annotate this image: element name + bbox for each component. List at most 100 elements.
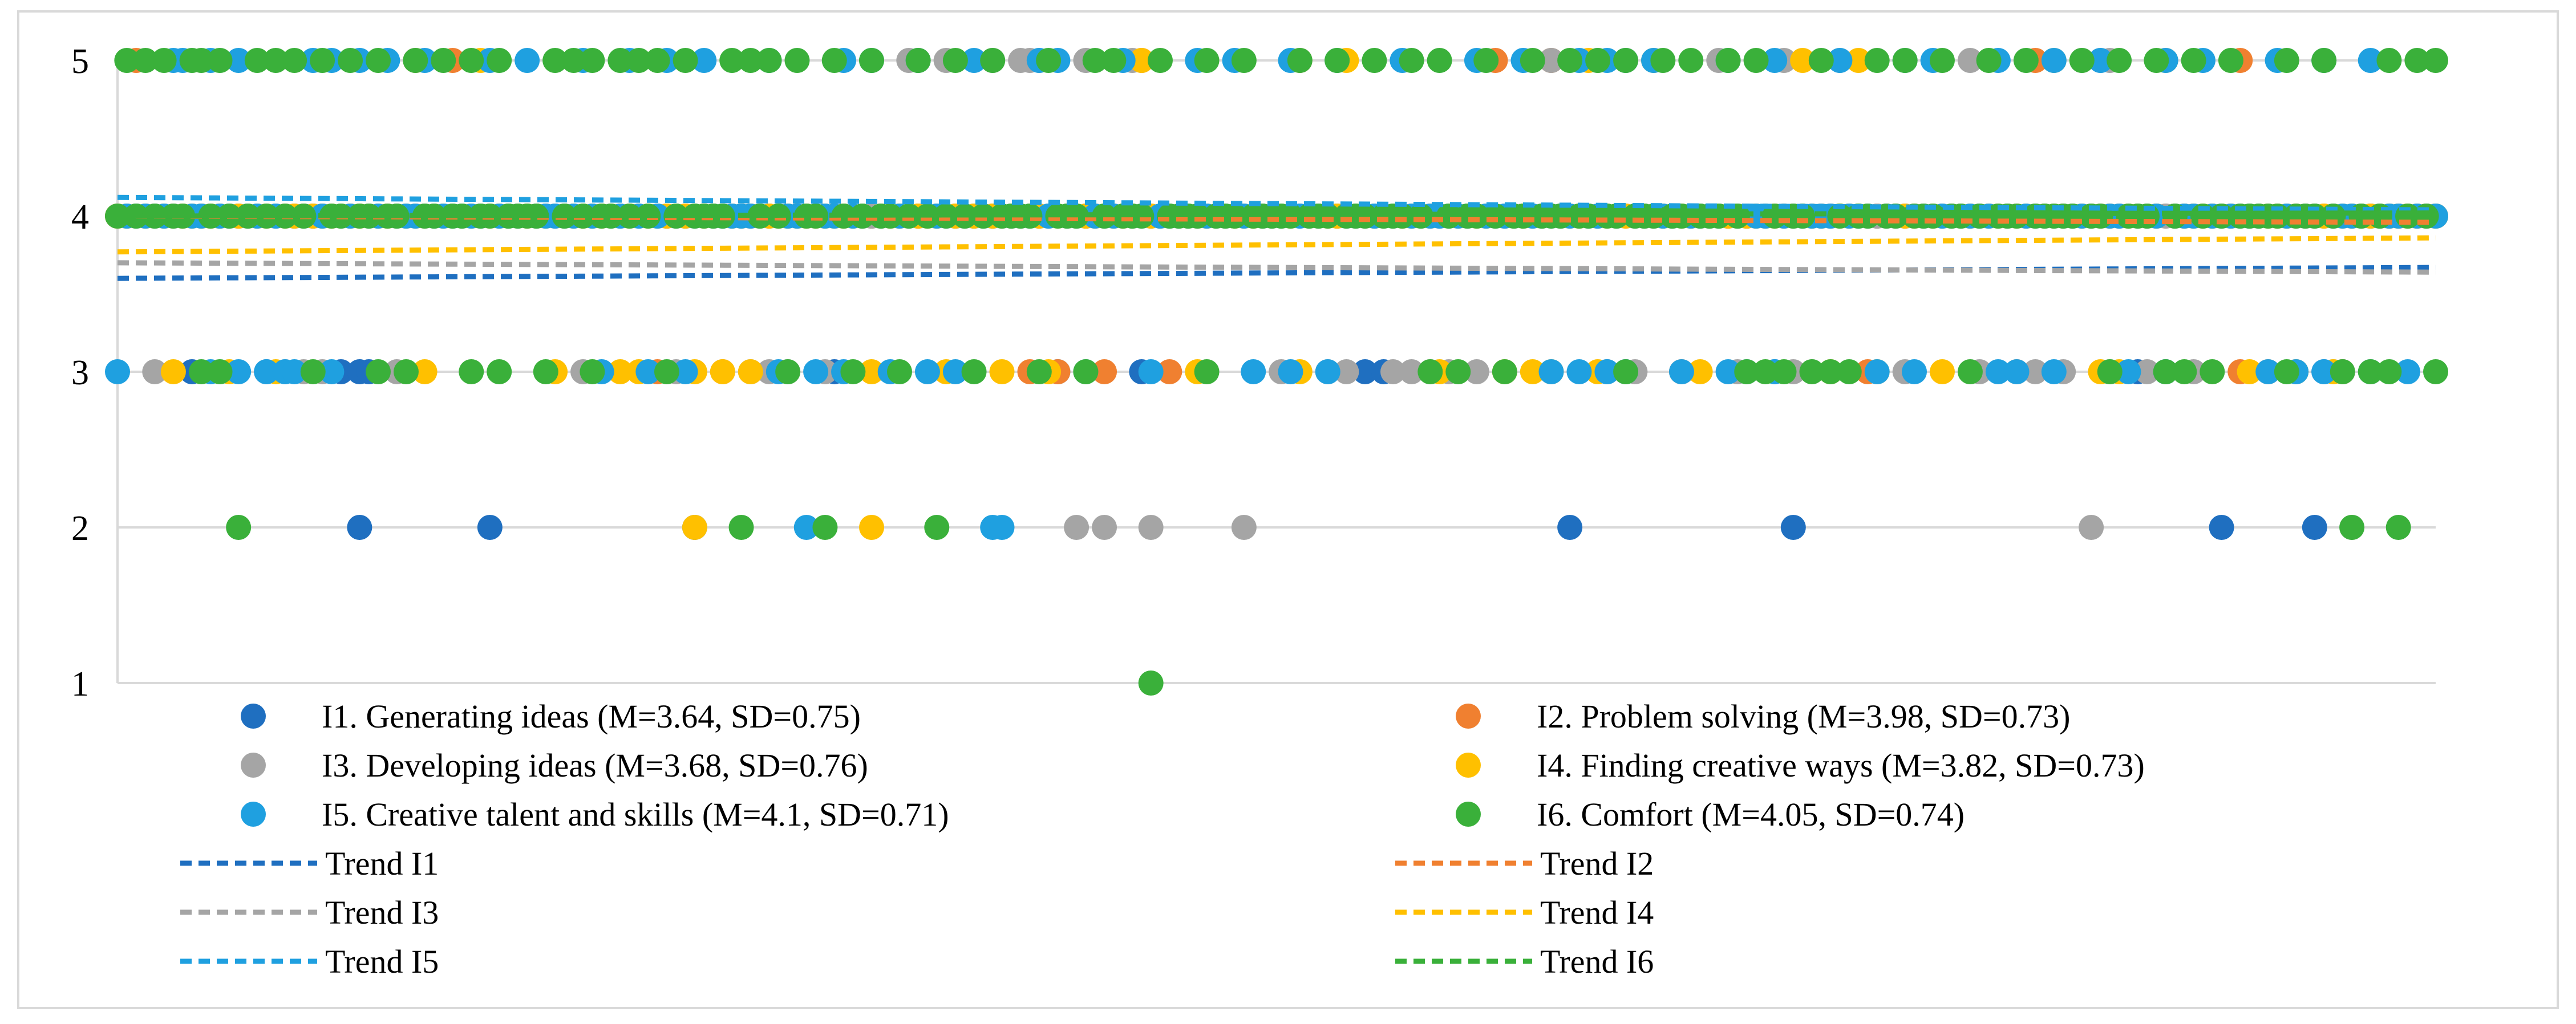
point-i3-5 [1538,48,1564,73]
point-i5-5 [2041,48,2067,73]
point-i6-5 [2218,48,2243,73]
point-i6-5 [1399,48,1424,73]
point-i6-5 [207,48,233,73]
point-i6-5 [719,48,745,73]
point-i6-5 [2404,48,2430,73]
point-i4-3 [607,359,633,384]
point-i1-2 [1780,515,1806,540]
point-i6-5 [2376,48,2402,73]
point-i5-3 [2041,359,2067,384]
point-i6-3 [2358,359,2383,384]
point-i6-3 [1734,359,1760,384]
point-i6-5 [859,48,885,73]
point-i6-5 [821,48,847,73]
point-i6-3 [2172,359,2197,384]
point-i5-3 [2004,359,2030,384]
point-i6-3 [1836,359,1862,384]
point-i5-3 [914,359,940,384]
point-i6-5 [282,48,307,73]
point-i6-3 [459,359,484,384]
point-i3-3 [1334,359,1359,384]
point-i6-5 [1650,48,1676,73]
point-i6-5 [431,48,456,73]
point-i3-2 [2079,515,2104,540]
grid-lines [118,59,2436,529]
point-i3-5 [1957,48,1983,73]
point-i3-2 [1231,515,1257,540]
point-i4-3 [989,359,1015,384]
point-i6-5 [1082,48,1108,73]
point-i6-3 [1752,359,1778,384]
point-i3-3 [142,359,168,384]
point-i5-3 [2116,359,2141,384]
point-i6-5 [1194,48,1220,73]
point-i6-2 [2339,515,2365,540]
legend-marker-i4 [1456,753,1481,778]
point-i5-3 [1138,359,1164,384]
point-i6-5 [1231,48,1257,73]
point-i6-3 [1771,359,1797,384]
point-i6-3 [300,359,326,384]
point-i5-3 [2311,359,2337,384]
point-i6-3 [840,359,866,384]
point-i6-3 [1957,359,1983,384]
point-i6-5 [1929,48,1955,73]
legend-label-i3: I3. Developing ideas (M=3.68, SD=0.76) [322,747,868,784]
legend-marker-i5 [241,802,266,827]
y-tick-label: 5 [71,42,89,81]
point-i6-5 [2013,48,2039,73]
point-i5-3 [1315,359,1340,384]
point-i6-5 [1808,48,1834,73]
legend-trend-label-i3: Trend I3 [325,894,439,931]
point-i6-5 [1520,48,1545,73]
point-i4-2 [859,515,885,540]
point-i4-3 [160,359,186,384]
point-i6-3 [580,359,605,384]
point-i3-2 [1064,515,1089,540]
chart-frame: 1 2 3 4 5 I1. Generating ideas (M=3.64, SD=0… [17,10,2559,1009]
point-i6-4 [849,204,875,229]
legend-marker-i2 [1456,704,1481,729]
point-i5-5 [515,48,540,73]
point-i6-3 [2376,359,2402,384]
point-i2-3 [1157,359,1182,384]
legend-label-i6: I6. Comfort (M=4.05, SD=0.74) [1537,796,1965,833]
point-i6-5 [1678,48,1704,73]
point-i5-3 [1864,359,1890,384]
point-i6-5 [561,48,586,73]
point-i6-5 [151,48,177,73]
point-i6-5 [2311,48,2337,73]
point-i3-2 [1092,515,1117,540]
point-i5-3 [1985,359,2011,384]
legend-label-i5: I5. Creative talent and skills (M=4.1, S… [322,796,949,833]
point-i5-3 [1278,359,1303,384]
point-i1-2 [347,515,372,540]
point-i5-3 [1538,359,1564,384]
point-i6-5 [2423,48,2448,73]
point-i6-5 [756,48,782,73]
point-i6-3 [1073,359,1099,384]
point-i6-3 [2153,359,2178,384]
point-i6-2 [2385,515,2411,540]
point-i3-3 [1380,359,1406,384]
point-i4-3 [1687,359,1713,384]
point-i5-3 [673,359,698,384]
point-i5-3 [105,359,130,384]
point-i6-4 [356,204,382,229]
point-i5-3 [254,359,280,384]
point-i6-5 [784,48,810,73]
point-i3-3 [1399,359,1424,384]
point-i6-3 [188,359,214,384]
point-i6-5 [244,48,270,73]
point-i6-3 [487,359,512,384]
point-i4-2 [682,515,707,540]
point-i6-5 [2069,48,2095,73]
point-i6-3 [393,359,419,384]
point-i3-3 [1464,359,1489,384]
point-i6-5 [2181,48,2206,73]
trend-line-i5 [117,194,2436,213]
point-i1-2 [477,515,503,540]
point-i4-5 [1790,48,1816,73]
point-i6-3 [1492,359,1517,384]
point-i6-3 [1445,359,1471,384]
